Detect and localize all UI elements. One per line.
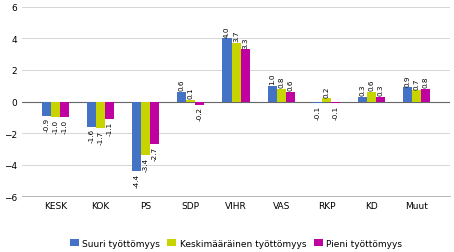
Bar <box>232 44 241 102</box>
Text: 0.8: 0.8 <box>278 76 284 88</box>
Legend: Suuri työttömyys, Keskimääräinen työttömyys, Pieni työttömyys: Suuri työttömyys, Keskimääräinen työttöm… <box>66 235 406 251</box>
Text: -0.2: -0.2 <box>197 107 203 121</box>
Text: 0.8: 0.8 <box>423 76 429 88</box>
Bar <box>412 91 421 102</box>
Bar <box>268 86 277 102</box>
Text: 3.3: 3.3 <box>242 37 248 49</box>
Text: 0.6: 0.6 <box>287 80 293 91</box>
Bar <box>241 50 250 102</box>
Bar <box>322 99 331 102</box>
Bar <box>421 89 430 102</box>
Bar <box>186 101 195 102</box>
Bar <box>150 102 159 145</box>
Text: -4.4: -4.4 <box>133 173 140 187</box>
Bar <box>286 93 295 102</box>
Bar <box>51 102 60 118</box>
Text: 0.3: 0.3 <box>378 84 384 96</box>
Bar <box>313 102 322 104</box>
Text: 4.0: 4.0 <box>224 26 230 38</box>
Bar <box>376 97 385 102</box>
Text: 3.7: 3.7 <box>233 31 239 42</box>
Bar <box>105 102 114 119</box>
Bar <box>60 102 69 118</box>
Bar <box>87 102 96 127</box>
Text: 0.2: 0.2 <box>323 86 330 97</box>
Bar <box>132 102 141 171</box>
Text: -0.1: -0.1 <box>332 105 339 119</box>
Text: 0.6: 0.6 <box>369 80 375 91</box>
Bar <box>141 102 150 156</box>
Text: 1.0: 1.0 <box>269 73 275 85</box>
Bar <box>222 39 232 102</box>
Text: -0.1: -0.1 <box>315 105 321 119</box>
Bar <box>178 93 186 102</box>
Text: -0.9: -0.9 <box>43 118 49 132</box>
Text: -1.0: -1.0 <box>61 119 67 134</box>
Text: 0.3: 0.3 <box>360 84 365 96</box>
Bar <box>42 102 51 116</box>
Text: -1.0: -1.0 <box>52 119 58 134</box>
Text: -1.6: -1.6 <box>89 129 94 143</box>
Bar <box>403 88 412 102</box>
Bar <box>367 93 376 102</box>
Text: 0.1: 0.1 <box>188 87 194 99</box>
Text: -1.1: -1.1 <box>107 121 113 135</box>
Bar <box>331 102 340 104</box>
Bar <box>96 102 105 129</box>
Text: -1.7: -1.7 <box>98 131 104 144</box>
Bar <box>358 97 367 102</box>
Bar <box>195 102 204 105</box>
Bar <box>277 89 286 102</box>
Text: 0.6: 0.6 <box>179 80 185 91</box>
Text: 0.7: 0.7 <box>414 78 420 89</box>
Text: -2.7: -2.7 <box>152 146 158 160</box>
Text: -3.4: -3.4 <box>143 157 148 171</box>
Text: 0.9: 0.9 <box>405 75 411 86</box>
